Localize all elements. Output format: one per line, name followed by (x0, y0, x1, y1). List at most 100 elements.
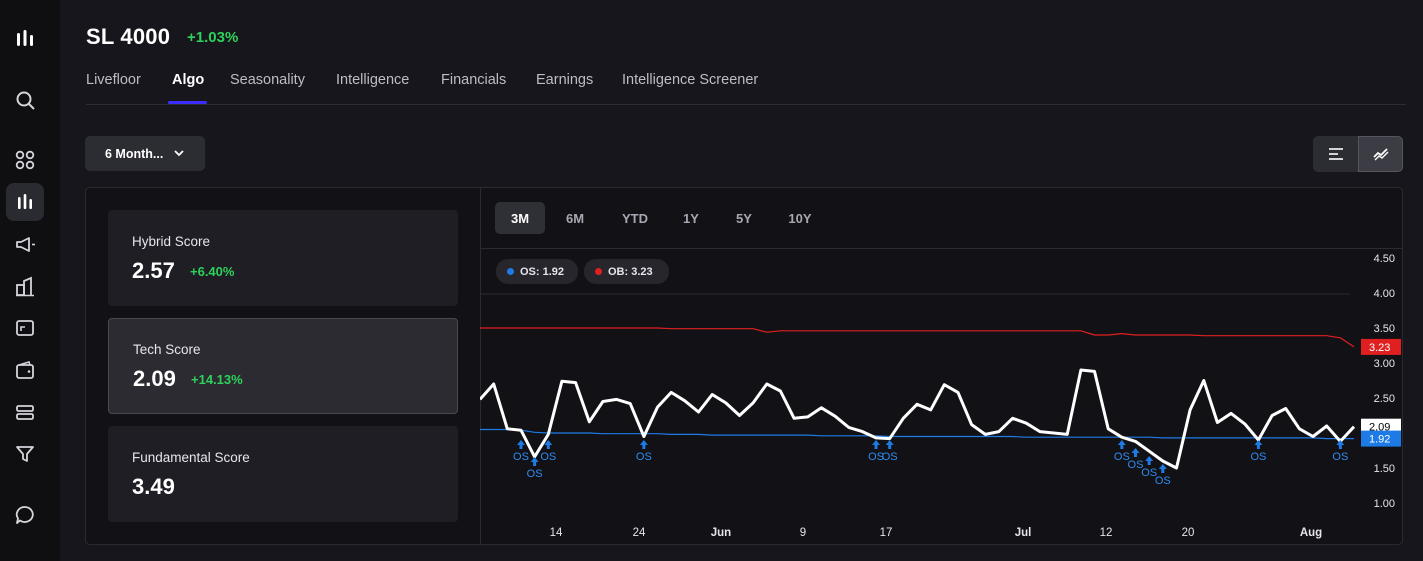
os-signal-label: OS (513, 451, 529, 463)
megaphone-icon[interactable] (6, 225, 44, 263)
period-dropdown[interactable]: 6 Month... (85, 136, 205, 171)
os-legend-dot (507, 268, 514, 275)
y-tick-label: 1.00 (1374, 498, 1395, 510)
list-stack-icon[interactable] (6, 393, 44, 431)
ob-legend-dot (595, 268, 602, 275)
tech-score-chart[interactable]: 4.504.003.503.002.502.001.501.00 1424Jun… (480, 249, 1402, 544)
chart-view-button[interactable] (1358, 136, 1403, 172)
up-arrow-icon (516, 440, 525, 449)
view-toggle (1313, 136, 1403, 172)
os-signal-label: OS (1332, 451, 1348, 463)
os-signal: OS (868, 440, 884, 463)
os-signal-label: OS (1141, 467, 1157, 479)
y-tick-label: 4.50 (1374, 253, 1395, 265)
up-arrow-icon (1131, 448, 1140, 457)
algo-chart-icon[interactable] (6, 183, 44, 221)
tag-value: 3.23 (1369, 342, 1390, 354)
range-selector: 3M 6M YTD 1Y 5Y 10Y (481, 188, 1403, 249)
os-signal-label: OS (1128, 459, 1144, 471)
tab-earnings[interactable]: Earnings (536, 72, 594, 88)
os-signal: OS (1332, 440, 1348, 463)
os-signal-label: OS (1114, 451, 1130, 463)
y-tick-label: 4.00 (1374, 288, 1395, 300)
score-value: 2.09 (133, 366, 176, 391)
range-10y-button[interactable]: 10Y (788, 210, 812, 226)
tab-algo[interactable]: Algo (172, 72, 205, 88)
up-arrow-icon (1158, 464, 1167, 473)
os-legend-label: OS: 1.92 (520, 265, 565, 278)
list-view-button[interactable] (1313, 136, 1358, 172)
up-arrow-icon (1117, 440, 1126, 449)
fundamental-score-card[interactable]: Fundamental Score 3.49 (108, 426, 458, 522)
os-signal: OS (636, 440, 652, 463)
buildings-icon[interactable] (6, 268, 44, 306)
tag-background (1361, 338, 1401, 355)
up-arrow-icon (1336, 440, 1345, 449)
active-tab-indicator (168, 101, 207, 104)
range-6m-button[interactable]: 6M (565, 210, 585, 226)
os-signal-label: OS (540, 451, 556, 463)
x-tick-label: 12 (1100, 527, 1113, 539)
sidebar (0, 0, 60, 561)
score-label: Hybrid Score (132, 234, 211, 249)
search-icon[interactable] (6, 81, 44, 119)
ob-line (480, 327, 1355, 348)
tab-financials[interactable]: Financials (441, 72, 507, 88)
picture-frame-icon[interactable] (6, 309, 44, 347)
period-dropdown-label: 6 Month... (105, 147, 164, 161)
os-line (480, 428, 1354, 440)
x-tick-label: 9 (800, 527, 806, 539)
range-ytd-button[interactable]: YTD (622, 210, 648, 226)
tabs-divider (86, 104, 1406, 105)
x-tick-label: 17 (880, 527, 893, 539)
os-signal: OS (882, 440, 898, 463)
os-signal-label: OS (868, 451, 884, 463)
hybrid-score-card[interactable]: Hybrid Score 2.57 +6.40% (108, 210, 458, 306)
tab-livefloor[interactable]: Livefloor (86, 72, 141, 88)
os-signal-label: OS (882, 451, 898, 463)
x-tick-label: Jul (1015, 527, 1032, 539)
tech-score-card[interactable]: Tech Score 2.09 +14.13% (108, 318, 458, 414)
tab-intelligence-screener[interactable]: Intelligence Screener (622, 72, 759, 88)
apps-icon[interactable] (6, 141, 44, 179)
x-tick-label: Aug (1300, 527, 1322, 539)
os-signal-label: OS (1155, 475, 1171, 487)
os-signal: OS (1128, 448, 1144, 471)
page-title: SL 4000 (86, 24, 171, 49)
x-tick-label: 20 (1182, 527, 1195, 539)
tab-intelligence[interactable]: Intelligence (336, 72, 410, 88)
y-tick-label: 3.50 (1374, 323, 1395, 335)
score-label: Fundamental Score (132, 450, 250, 465)
up-arrow-icon (639, 440, 648, 449)
os-signal-label: OS (636, 451, 652, 463)
tag-background (1361, 430, 1401, 447)
y-tick-label: 3.00 (1374, 358, 1395, 370)
os-legend: OS: 1.92 (496, 259, 578, 284)
up-arrow-icon (1254, 440, 1263, 449)
filter-icon[interactable] (6, 435, 44, 473)
os-signal: OS (1114, 440, 1130, 463)
score-value: 3.49 (132, 474, 175, 499)
tech-score-line (480, 368, 1356, 470)
chat-icon[interactable] (6, 496, 44, 534)
y-tick-label: 2.50 (1374, 393, 1395, 405)
align-left-icon (1328, 148, 1343, 160)
up-arrow-icon (885, 440, 894, 449)
ob-legend: OB: 3.23 (584, 259, 669, 284)
range-3m-button[interactable]: 3M (495, 202, 545, 234)
os-signal-label: OS (527, 468, 543, 480)
os-signal: OS (527, 457, 543, 480)
ob-legend-label: OB: 3.23 (608, 265, 653, 278)
current-value-tag: 1.92 (1361, 430, 1401, 447)
up-arrow-icon (530, 457, 539, 466)
score-value: 2.57 (132, 258, 175, 283)
os-signal: OS (1250, 440, 1266, 463)
tab-seasonality[interactable]: Seasonality (230, 72, 305, 88)
score-change: +14.13% (191, 372, 243, 387)
logo-icon[interactable] (6, 20, 44, 58)
line-chart-icon (1372, 148, 1388, 161)
wallet-icon[interactable] (6, 351, 44, 389)
range-1y-button[interactable]: 1Y (683, 210, 699, 226)
x-tick-label: 24 (633, 527, 646, 539)
range-5y-button[interactable]: 5Y (736, 210, 752, 226)
